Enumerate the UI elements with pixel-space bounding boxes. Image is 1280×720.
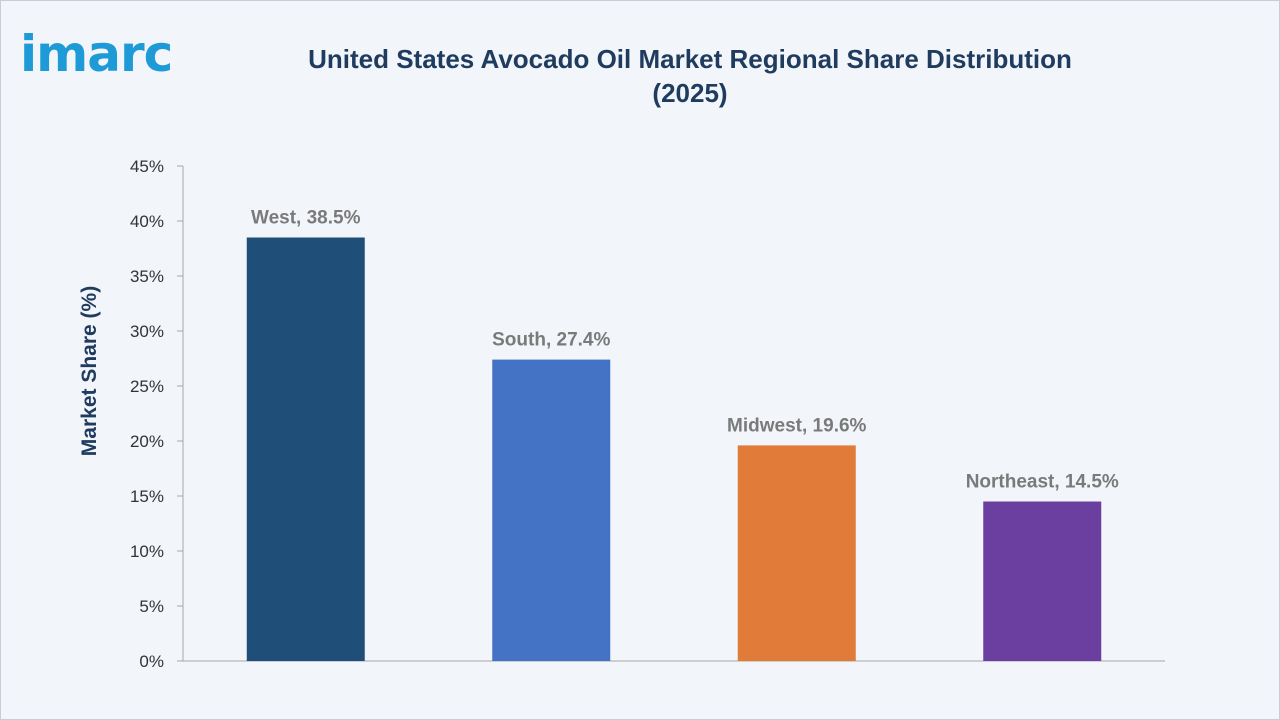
y-tick-label: 45%: [130, 157, 164, 176]
y-tick-label: 10%: [130, 542, 164, 561]
y-axis-title: Market Share (%): [78, 286, 101, 456]
bar-northeast: [983, 501, 1102, 661]
y-tick-label: 20%: [130, 432, 164, 451]
y-tick-label: 35%: [130, 267, 164, 286]
y-tick-label: 30%: [130, 322, 164, 341]
bars: [246, 237, 1102, 661]
chart-title-line-2: (2025): [652, 78, 728, 108]
data-label-northeast: Northeast, 14.5%: [966, 472, 1119, 493]
bar-west: [246, 237, 365, 661]
y-tick-label: 40%: [130, 212, 164, 231]
y-tick-label: 0%: [139, 652, 164, 671]
y-axis: 0% 5% 10% 15% 20% 25% 30% 35% 40% 45%: [130, 157, 1165, 671]
chart-title: United States Avocado Oil Market Regiona…: [260, 42, 1120, 110]
bar-south: [492, 359, 611, 661]
data-labels: West, 38.5% South, 27.4% Midwest, 19.6% Nor…: [251, 208, 1119, 493]
y-tick-label: 5%: [139, 597, 164, 616]
y-tick-label: 25%: [130, 377, 164, 396]
y-tick-label: 15%: [130, 487, 164, 506]
data-label-west: West, 38.5%: [251, 208, 361, 229]
data-label-midwest: Midwest, 19.6%: [727, 415, 866, 436]
chart-title-line-1: United States Avocado Oil Market Regiona…: [308, 44, 1072, 74]
data-label-south: South, 27.4%: [492, 330, 610, 351]
bar-midwest: [737, 445, 856, 661]
imarc-logo: imarc: [20, 25, 173, 83]
